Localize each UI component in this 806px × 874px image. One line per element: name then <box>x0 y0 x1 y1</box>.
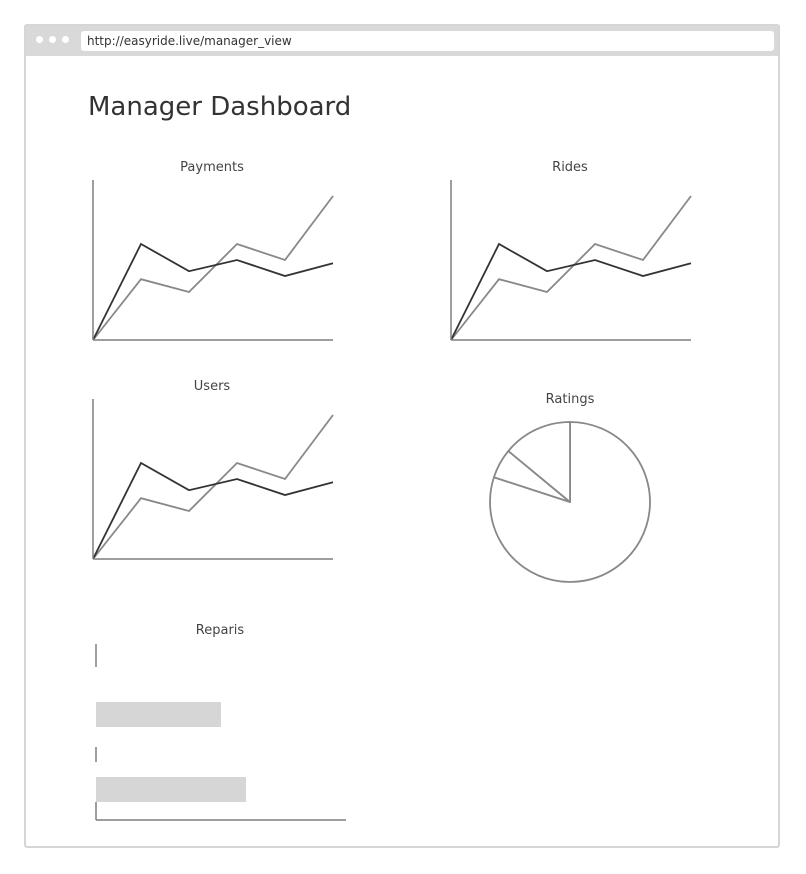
series-line-1 <box>450 242 692 341</box>
ratings-chart-title: Ratings <box>545 392 595 407</box>
series-line-1 <box>92 461 334 560</box>
series-line-2 <box>92 195 334 341</box>
browser-window: http://easyride.live/manager_view Manage… <box>24 24 780 848</box>
page-title: Manager Dashboard <box>88 92 352 122</box>
window-control-dot-icon[interactable] <box>49 36 56 43</box>
window-control-dot-icon[interactable] <box>62 36 69 43</box>
address-bar[interactable]: http://easyride.live/manager_view <box>81 31 774 51</box>
series-line-2 <box>92 414 334 560</box>
series-line-2 <box>450 195 692 341</box>
payments-chart-title: Payments <box>180 160 244 175</box>
bar-2 <box>96 777 246 802</box>
rides-chart-title: Rides <box>552 160 588 175</box>
series-line-1 <box>92 242 334 341</box>
reparis-bar-chart <box>95 644 346 821</box>
pie-slice-3 <box>507 421 571 503</box>
users-chart-title: Users <box>193 379 231 394</box>
window-control-dot-icon[interactable] <box>36 36 43 43</box>
payments-line-chart <box>92 180 334 341</box>
bar-1 <box>96 702 221 727</box>
rides-line-chart <box>450 180 692 341</box>
browser-toolbar: http://easyride.live/manager_view <box>26 26 778 56</box>
reparis-chart-title: Reparis <box>195 623 245 638</box>
ratings-pie-chart <box>489 421 651 583</box>
users-line-chart <box>92 399 334 560</box>
